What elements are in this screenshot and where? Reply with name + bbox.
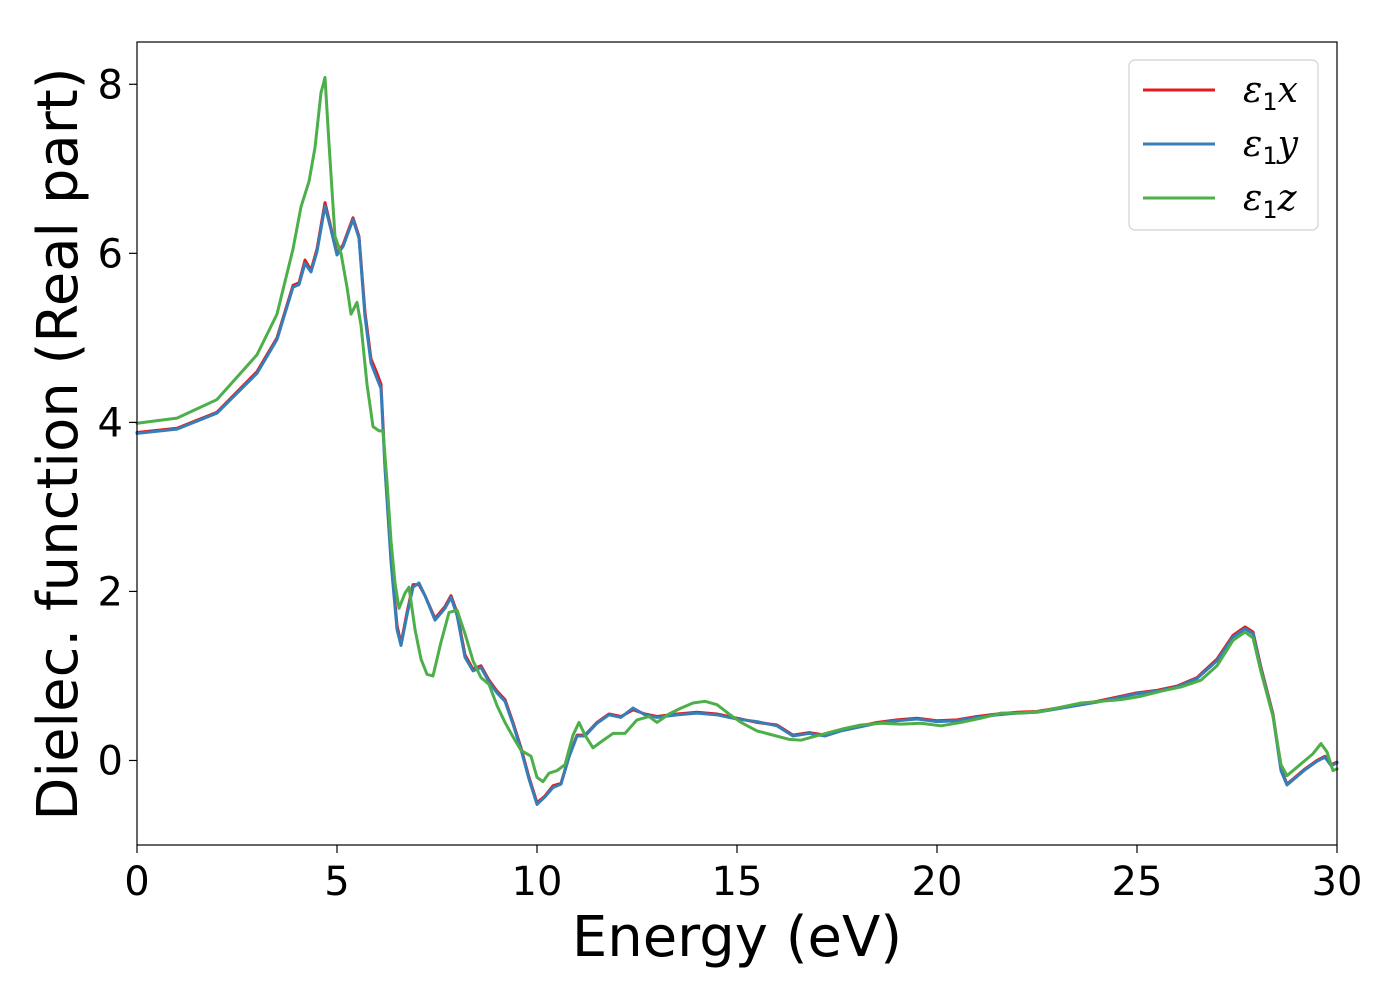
x-tick-label: 0 <box>124 859 149 905</box>
y-tick-label: 6 <box>98 231 123 277</box>
y-axis-label: Dielec. function (Real part) <box>26 67 91 820</box>
y-tick-label: 0 <box>98 738 123 784</box>
x-axis-ticks: 0 5 10 15 20 25 30 <box>124 845 1362 905</box>
x-tick-label: 30 <box>1312 859 1363 905</box>
series-lines <box>135 76 1339 806</box>
legend-box <box>1128 59 1319 231</box>
x-tick-label: 15 <box>712 859 763 905</box>
y-tick-label: 8 <box>98 62 123 108</box>
x-tick-label: 10 <box>512 859 563 905</box>
legend-label-x: ε1x <box>1243 70 1298 116</box>
legend-label-z: ε1z <box>1243 178 1298 224</box>
x-tick-label: 20 <box>912 859 963 905</box>
legend-label-y: ε1y <box>1243 124 1299 170</box>
y-tick-label: 4 <box>98 400 123 446</box>
y-axis-ticks: 0 2 4 6 8 <box>98 62 137 784</box>
x-tick-label: 25 <box>1112 859 1163 905</box>
x-tick-label: 5 <box>324 859 349 905</box>
series-line-z <box>135 76 1339 784</box>
legend: ε1x ε1y ε1z <box>1128 59 1319 231</box>
x-axis-label: Energy (eV) <box>572 905 902 970</box>
y-tick-label: 2 <box>98 569 123 615</box>
